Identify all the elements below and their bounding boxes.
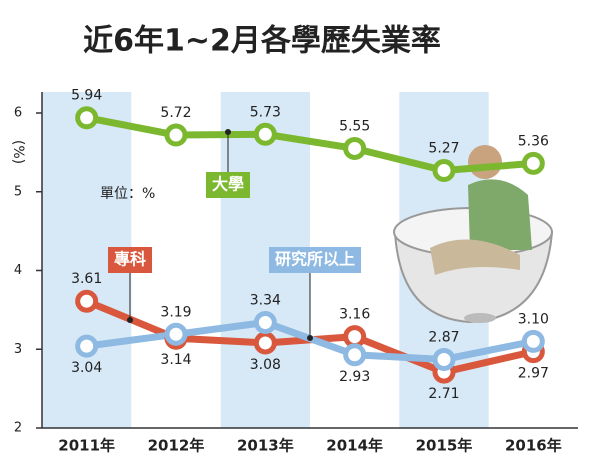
head bbox=[468, 145, 502, 179]
legend-box bbox=[107, 247, 153, 273]
point-marker bbox=[75, 289, 99, 313]
y-tick-label: 2 bbox=[14, 421, 22, 436]
point-marker bbox=[75, 106, 99, 130]
legend-label: 大學 bbox=[212, 175, 244, 194]
data-label: 3.34 bbox=[250, 292, 281, 308]
point-marker bbox=[253, 122, 277, 146]
legend-label: 專科 bbox=[114, 250, 146, 269]
y-axis-label: (%) bbox=[10, 140, 26, 164]
data-label: 2.93 bbox=[339, 369, 370, 385]
legend-connector-dot bbox=[225, 129, 231, 135]
point-marker bbox=[253, 331, 277, 355]
axes: 2011年 2012年 2013年 2014年 2015年 2016年 2 3 4 5 6 bbox=[14, 92, 578, 455]
data-label: 3.16 bbox=[339, 307, 370, 323]
point-marker bbox=[521, 151, 545, 175]
legend-box bbox=[268, 247, 362, 273]
point-marker bbox=[521, 329, 545, 353]
point-marker bbox=[343, 343, 367, 367]
point-marker bbox=[164, 123, 188, 147]
point-marker bbox=[253, 310, 277, 334]
x-tick-label: 2015年 bbox=[416, 437, 473, 455]
data-label: 5.36 bbox=[518, 133, 549, 149]
point-marker bbox=[75, 334, 99, 358]
data-label: 3.14 bbox=[160, 352, 191, 368]
series-line bbox=[86, 114, 534, 174]
unit-note: 單位：% bbox=[100, 186, 155, 202]
point-marker bbox=[343, 136, 367, 160]
shirt bbox=[468, 179, 532, 250]
point-marker bbox=[164, 322, 188, 346]
chart-title: 近6年1~2月各學歷失業率 bbox=[83, 24, 441, 59]
x-tick-label: 2011年 bbox=[58, 437, 115, 455]
data-label: 3.04 bbox=[71, 360, 102, 376]
data-label: 2.97 bbox=[518, 366, 549, 382]
legend-box bbox=[205, 172, 251, 198]
data-label: 3.10 bbox=[518, 311, 549, 327]
data-label: 3.61 bbox=[71, 271, 102, 287]
x-tick-label: 2012年 bbox=[148, 437, 205, 455]
point-marker bbox=[432, 158, 456, 182]
bowl-foot bbox=[464, 313, 496, 323]
data-label: 2.87 bbox=[428, 329, 459, 345]
legend-label: 研究所以上 bbox=[275, 250, 355, 269]
y-tick-label: 3 bbox=[14, 342, 22, 357]
data-label: 5.27 bbox=[428, 140, 459, 156]
data-label: 3.08 bbox=[250, 357, 281, 373]
illustration bbox=[393, 145, 554, 324]
legend-connector-dot bbox=[127, 317, 133, 323]
data-label: 2.71 bbox=[428, 386, 459, 402]
data-label: 5.55 bbox=[339, 118, 370, 134]
y-tick-label: 5 bbox=[14, 184, 22, 199]
data-label: 3.19 bbox=[160, 304, 191, 320]
legend-connector-dot bbox=[307, 335, 313, 341]
legs bbox=[430, 239, 520, 275]
data-label: 5.73 bbox=[250, 104, 281, 120]
point-marker bbox=[343, 325, 367, 349]
data-label: 5.72 bbox=[160, 105, 191, 121]
data-label: 5.94 bbox=[71, 88, 102, 104]
point-marker bbox=[432, 347, 456, 371]
x-tick-label: 2016年 bbox=[505, 437, 562, 455]
y-tick-label: 6 bbox=[14, 106, 22, 121]
y-tick-label: 4 bbox=[14, 263, 22, 278]
plot: 5.94 5.72 5.73 5.55 5.27 5.36 大學 3.61 3.14 3.08 3.… bbox=[71, 88, 549, 402]
x-tick-label: 2013年 bbox=[237, 437, 294, 455]
x-tick-label: 2014年 bbox=[326, 437, 383, 455]
